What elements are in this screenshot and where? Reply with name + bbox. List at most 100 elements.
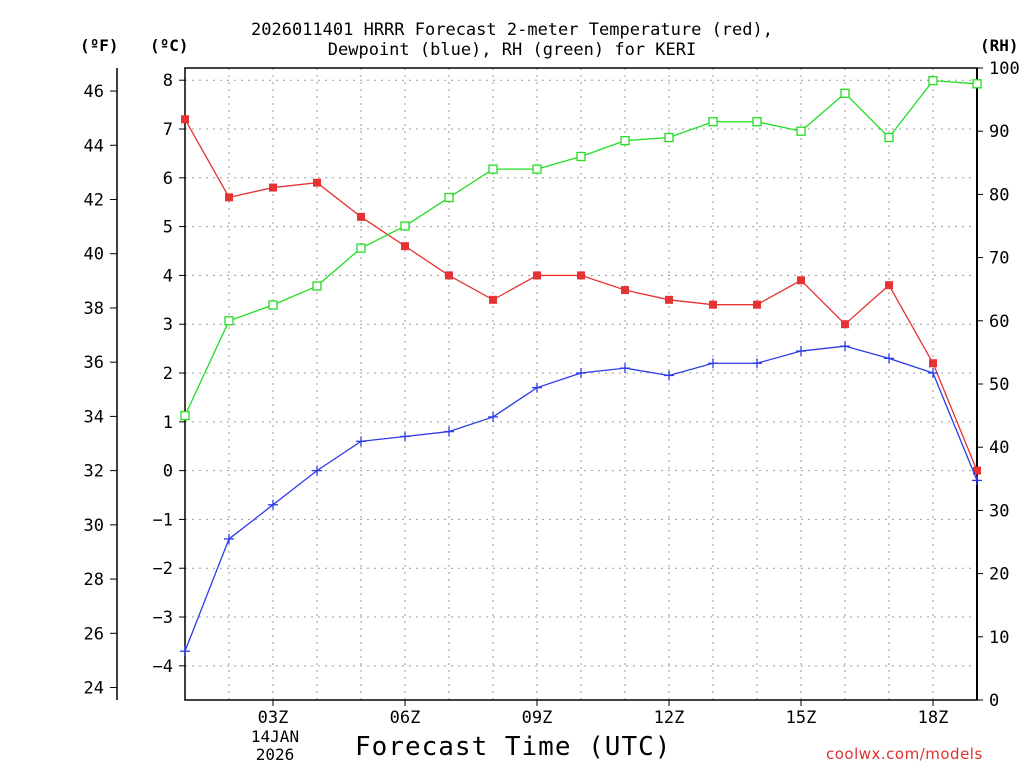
x-tick-label: 18Z (918, 708, 949, 728)
x-tick-label: 15Z (786, 708, 817, 728)
rh-line (184, 79, 978, 416)
fahrenheit-tick-label: 36 (84, 353, 104, 373)
rh-tick-label: 20 (989, 565, 1009, 585)
rh-axis-unit: (RH) (980, 36, 1019, 55)
celsius-tick-label: 2 (163, 364, 173, 384)
dewpoint-point (576, 368, 586, 379)
temperature-point (973, 466, 981, 475)
rh-point (972, 79, 982, 89)
x-tick-label: 03Z (258, 708, 289, 728)
celsius-tick-label: 7 (163, 120, 173, 140)
dewpoint-point (488, 411, 498, 422)
rh-tick-label: 40 (989, 438, 1009, 458)
fahrenheit-tick-label: 46 (84, 82, 104, 102)
rh-point (840, 88, 850, 98)
fahrenheit-axis-unit: (ºF) (80, 36, 119, 55)
rh-tick-label: 90 (989, 122, 1009, 142)
fahrenheit-tick-label: 26 (84, 624, 104, 644)
series-temperature (181, 115, 981, 475)
dewpoint-point (444, 426, 454, 437)
rh-point (488, 164, 498, 174)
credit-link[interactable]: coolwx.com/models (826, 745, 983, 763)
x-axis-label: Forecast Time (UTC) (355, 732, 672, 762)
rh-point (664, 132, 674, 143)
rh-point (444, 192, 454, 203)
temperature-point (357, 212, 365, 221)
x-tick-label: 09Z (522, 708, 553, 728)
rh-tick-label: 100 (989, 59, 1020, 79)
rh-point (884, 132, 894, 143)
temperature-point (885, 281, 893, 290)
rh-point (576, 151, 586, 162)
temperature-point (797, 276, 805, 285)
date-label-day: 14JAN (250, 727, 300, 746)
temperature-point (665, 295, 673, 304)
dewpoint-point (664, 370, 674, 381)
x-tick-label: 12Z (654, 708, 685, 728)
rh-tick-label: 10 (989, 628, 1009, 648)
rh-point (268, 300, 278, 310)
rh-point (180, 410, 190, 421)
chart-title-line-1: 2026011401 HRRR Forecast 2-meter Tempera… (251, 20, 773, 40)
rh-point (312, 281, 322, 291)
rh-point (928, 75, 938, 86)
temperature-point (225, 193, 233, 202)
fahrenheit-tick-label: 44 (84, 136, 104, 156)
celsius-tick-label: −4 (153, 657, 173, 677)
celsius-tick-label: 0 (163, 462, 173, 482)
rh-tick-label: 0 (989, 691, 999, 711)
temperature-point (313, 178, 321, 187)
dewpoint-point (400, 431, 410, 442)
dewpoint-point (312, 465, 322, 476)
dewpoint-point (796, 346, 806, 357)
fahrenheit-tick-label: 30 (84, 516, 104, 536)
fahrenheit-tick-label: 42 (84, 190, 104, 210)
dewpoint-point (620, 363, 630, 374)
dewpoint-point (532, 382, 542, 393)
grid-lines (184, 68, 978, 700)
celsius-tick-label: 6 (163, 169, 173, 189)
rh-point (532, 164, 542, 174)
rh-point (708, 117, 718, 127)
fahrenheit-tick-label: 40 (84, 245, 104, 265)
temperature-point (753, 300, 761, 309)
temperature-point (445, 271, 453, 280)
dewpoint-point (268, 499, 278, 510)
celsius-tick-label: −1 (153, 510, 173, 530)
dewpoint-point (356, 436, 366, 447)
dewpoint-point (752, 358, 762, 369)
temperature-point (489, 295, 497, 304)
rh-tick-label: 50 (989, 375, 1009, 395)
series-dewpoint (180, 341, 982, 657)
rh-tick-label: 70 (989, 249, 1009, 269)
dewpoint-point (224, 533, 234, 544)
dewpoint-point (972, 475, 982, 486)
celsius-tick-label: 8 (163, 71, 173, 91)
dewpoint-point (708, 358, 718, 369)
fahrenheit-tick-label: 38 (84, 299, 104, 319)
fahrenheit-tick-label: 24 (84, 679, 104, 699)
rh-point (400, 221, 410, 231)
temperature-point (621, 286, 629, 295)
chart-title-line-2: Dewpoint (blue), RH (green) for KERI (327, 40, 697, 60)
temperature-point (709, 300, 717, 309)
dewpoint-point (928, 368, 938, 379)
x-tick-label: 06Z (390, 708, 421, 728)
rh-point (356, 243, 366, 253)
celsius-axis-unit: (ºC) (150, 36, 189, 55)
dewpoint-point (884, 353, 894, 364)
celsius-tick-label: 5 (163, 218, 173, 238)
temperature-point (181, 115, 189, 124)
temperature-point (401, 242, 409, 251)
temperature-point (841, 320, 849, 329)
celsius-tick-label: −3 (153, 608, 173, 628)
celsius-tick-label: 1 (163, 413, 173, 433)
axes (110, 67, 983, 706)
temperature-point (533, 271, 541, 280)
temperature-line (184, 118, 978, 471)
fahrenheit-tick-label: 28 (84, 570, 104, 590)
temperature-point (577, 271, 585, 280)
temperature-point (929, 359, 937, 368)
celsius-tick-label: −2 (153, 559, 173, 579)
